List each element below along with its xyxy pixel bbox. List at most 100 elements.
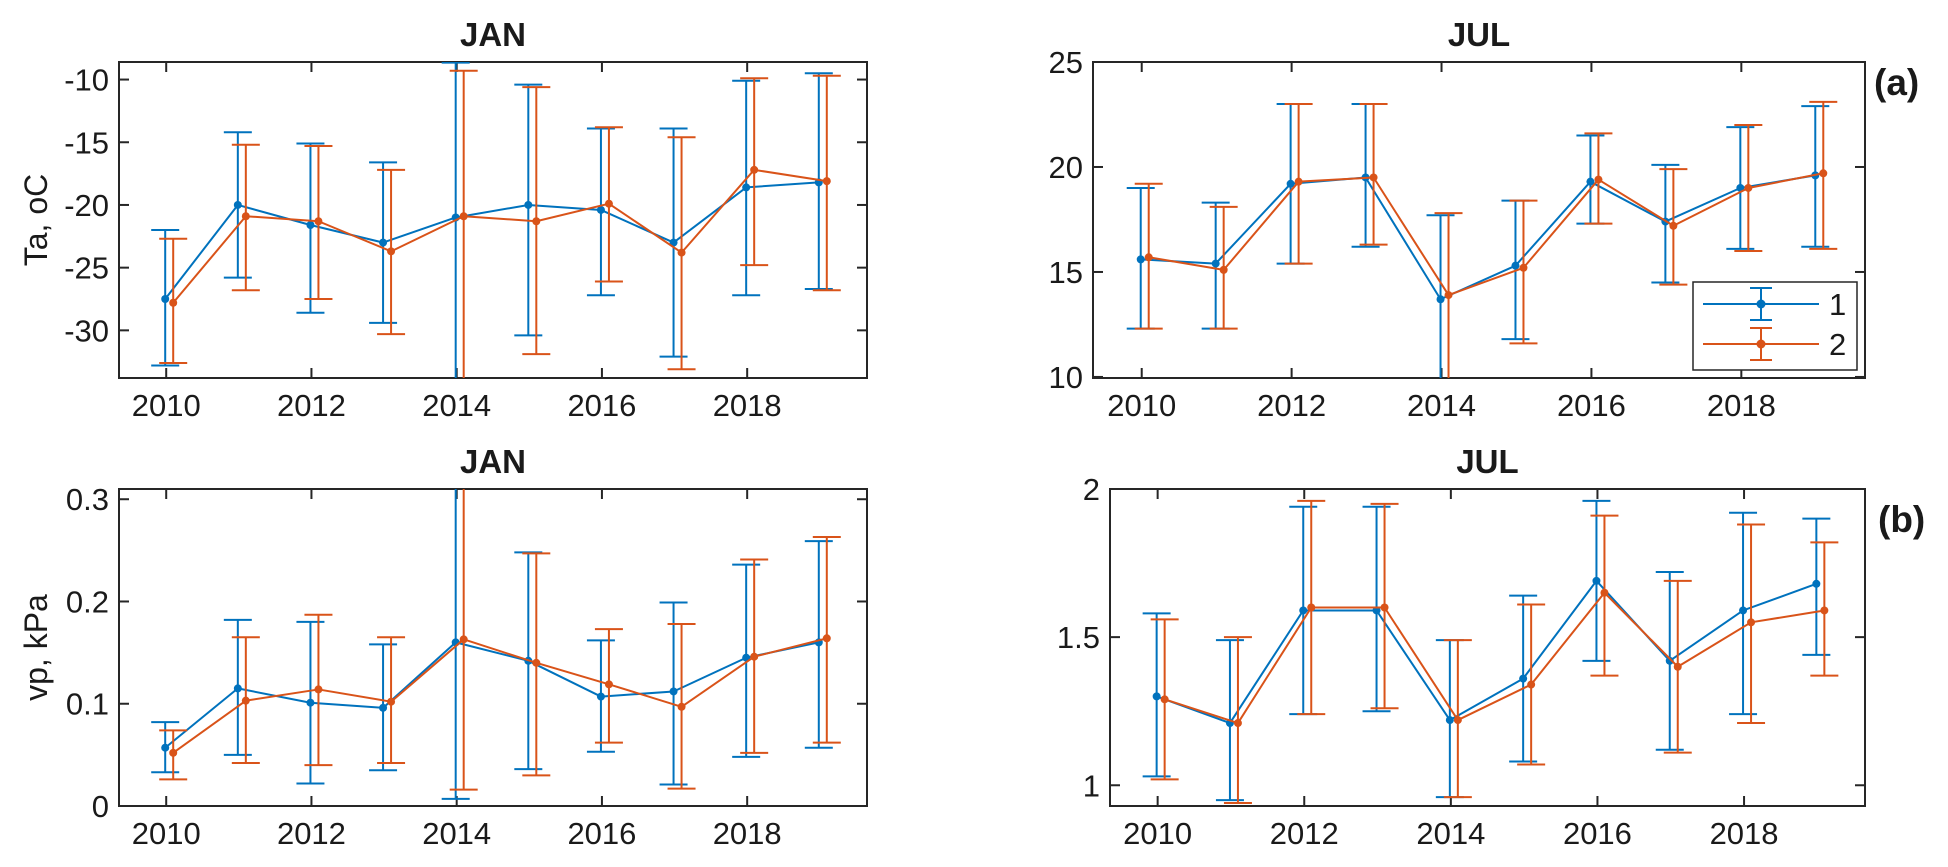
panel-ta-jan: 2010 2012 2014 2016 2018 -30 -25 -20 -15 -10 JAN Ta… — [18, 16, 868, 423]
series-2-marker — [1453, 716, 1462, 725]
series-1-marker — [1519, 674, 1528, 683]
series-1-marker — [233, 200, 242, 209]
series-2-marker — [314, 217, 323, 226]
series-2-marker — [1160, 695, 1169, 704]
y-tick-label: 0.2 — [66, 584, 109, 619]
series-1-line — [1156, 579, 1817, 725]
panel-title: JUL — [1456, 443, 1518, 480]
series-1-marker — [1665, 656, 1674, 665]
series-1-marker — [1299, 606, 1308, 615]
series-1-marker — [1592, 576, 1601, 585]
series-2-marker — [532, 217, 541, 226]
series-1-line — [164, 181, 819, 300]
legend-entry-label: 1 — [1829, 287, 1846, 322]
series-2-marker — [1673, 662, 1682, 671]
x-tick-label: 2010 — [1123, 816, 1192, 851]
series-1-marker — [742, 183, 751, 192]
series-2-line — [172, 168, 827, 304]
series-1-marker — [1812, 579, 1821, 588]
legend-entry-label: 2 — [1829, 327, 1846, 362]
series-2-marker — [1744, 183, 1753, 192]
x-tick-label: 2014 — [422, 388, 491, 423]
series-1-group — [151, 489, 833, 800]
y-tick-label: 0.3 — [66, 482, 109, 517]
series-1-marker — [1445, 716, 1454, 725]
x-tick-label: 2012 — [1270, 816, 1339, 851]
axes-frame — [118, 488, 868, 807]
series-2-marker — [387, 247, 396, 256]
x-tick-label: 2012 — [277, 816, 346, 851]
series-1-marker — [1586, 177, 1595, 186]
y-tick-label: 20 — [1049, 150, 1083, 185]
x-tick-label: 2012 — [277, 388, 346, 423]
series-1-marker — [669, 238, 678, 247]
series-2-marker — [169, 748, 178, 757]
series-1-marker — [1211, 259, 1220, 268]
axes-frame — [1109, 488, 1866, 807]
x-tick-label: 2012 — [1257, 388, 1326, 423]
series-2-marker — [1747, 618, 1756, 627]
series-1-marker — [379, 238, 388, 247]
y-tick-label: 25 — [1049, 45, 1083, 80]
series-2-marker — [677, 248, 686, 257]
series-2-group — [1150, 499, 1839, 805]
x-tick-label: 2016 — [1557, 388, 1626, 423]
legend: 12 — [1692, 281, 1858, 371]
series-2-line — [1148, 172, 1824, 297]
series-2-marker — [604, 680, 613, 689]
series-2-group — [1134, 100, 1838, 378]
series-2-marker — [387, 697, 396, 706]
y-tick-label: 2 — [1083, 472, 1100, 507]
series-1-line — [164, 641, 820, 749]
panel-vp-jan: 2010 2012 2014 2016 2018 0 0.1 0.2 0.3 JAN vp, kPa — [18, 443, 868, 851]
series-1-marker — [379, 703, 388, 712]
series-1-marker — [596, 692, 605, 701]
panel-label-b: (b) — [1878, 499, 1926, 540]
series-1-line — [1140, 174, 1816, 301]
series-2-marker — [1294, 177, 1303, 186]
x-tick-label: 2010 — [1107, 388, 1176, 423]
series-1-marker — [306, 698, 315, 707]
axes-frame — [1092, 61, 1866, 379]
series-2-marker — [532, 658, 541, 667]
panel-label-a: (a) — [1874, 62, 1920, 103]
series-2-marker — [822, 177, 831, 186]
series-2-marker — [1380, 603, 1389, 612]
series-2-marker — [1219, 265, 1228, 274]
y-axis-label: Ta, oC — [18, 174, 54, 266]
x-tick-label: 2016 — [567, 816, 636, 851]
y-tick-label: 1.5 — [1057, 620, 1100, 655]
series-1-group — [1142, 499, 1831, 802]
x-tick-label: 2016 — [1563, 816, 1632, 851]
series-2-marker — [1669, 221, 1678, 230]
series-2-marker — [1444, 291, 1453, 300]
y-tick-label: -25 — [64, 251, 109, 286]
y-tick-label: -30 — [64, 313, 109, 348]
series-2-marker — [1600, 588, 1609, 597]
series-2-marker — [1519, 263, 1528, 272]
legend-marker — [1756, 339, 1766, 349]
series-2-marker — [459, 212, 468, 221]
x-tick-label: 2016 — [567, 388, 636, 423]
x-tick-label: 2010 — [132, 816, 201, 851]
series-1-group — [151, 62, 833, 378]
series-1-marker — [161, 743, 170, 752]
series-2-marker — [750, 165, 759, 174]
series-2-marker — [314, 685, 323, 694]
series-2-marker — [1233, 719, 1242, 728]
y-tick-label: 10 — [1049, 360, 1083, 395]
series-2-marker — [241, 212, 250, 221]
series-1-marker — [1436, 295, 1445, 304]
series-2-line — [1164, 591, 1825, 725]
panel-title: JAN — [460, 16, 526, 53]
series-1-marker — [1739, 606, 1748, 615]
series-2-marker — [1594, 175, 1603, 184]
series-2-line — [172, 637, 828, 754]
y-tick-label: -10 — [64, 63, 109, 98]
panel-vp-jul: 2010 2012 2014 2016 2018 1 1.5 2 JUL — [1057, 443, 1866, 851]
series-2-marker — [169, 298, 178, 307]
series-2-marker — [1819, 169, 1828, 178]
